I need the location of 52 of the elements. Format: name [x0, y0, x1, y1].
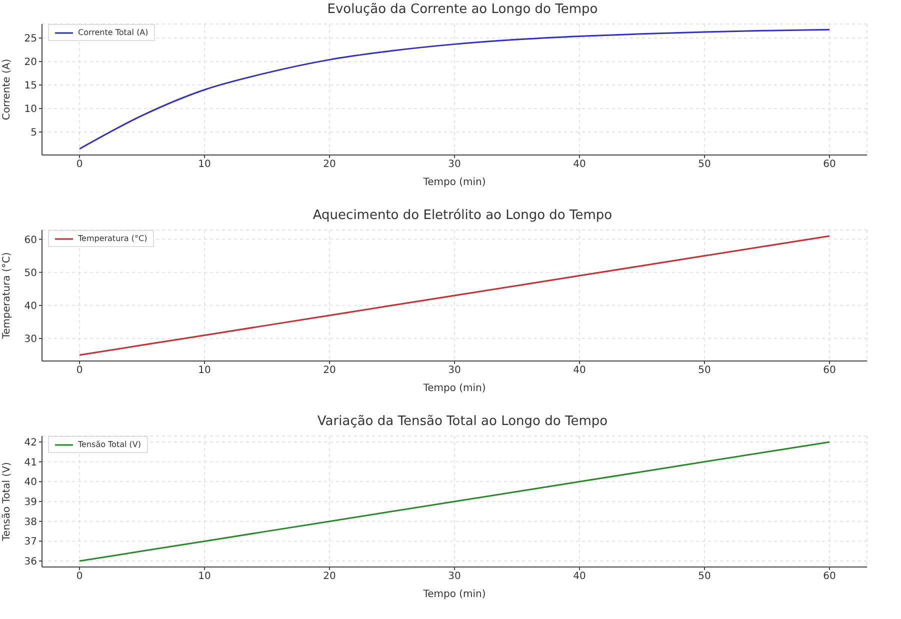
y-tick-label: 50 — [24, 268, 37, 279]
x-tick-label: 0 — [76, 571, 83, 582]
x-tick-label: 0 — [76, 159, 83, 170]
legend-label: Temperatura (°C) — [78, 234, 148, 243]
y-tick-label: 25 — [24, 34, 37, 45]
legend-label: Tensão Total (V) — [78, 440, 141, 449]
y-tick-label: 5 — [30, 128, 37, 139]
x-tick-label: 40 — [573, 159, 586, 170]
y-tick-label: 36 — [24, 556, 37, 568]
y-tick-label: 10 — [24, 104, 37, 116]
y-tick-label: 38 — [24, 516, 37, 528]
x-tick-label: 30 — [448, 159, 461, 170]
x-tick-label: 60 — [823, 159, 836, 170]
y-tick-label: 15 — [24, 80, 37, 92]
y-tick-label: 20 — [24, 57, 37, 68]
x-tick-label: 50 — [698, 159, 711, 170]
y-axis-title: Corrente (A) — [2, 58, 13, 120]
y-axis-title: Tensão Total (V) — [2, 462, 13, 542]
x-tick-label: 30 — [448, 571, 461, 582]
line-series — [78, 28, 830, 150]
x-tick-label: 10 — [198, 159, 211, 170]
chart-title: Evolução da Corrente ao Longo do Tempo — [326, 1, 599, 19]
line-series — [78, 235, 830, 356]
x-tick-label: 40 — [573, 365, 586, 376]
x-tick-label: 20 — [323, 159, 336, 170]
y-tick-label: 37 — [24, 536, 37, 548]
x-tick-label: 20 — [323, 365, 336, 376]
chart-title: Aquecimento do Eletrólito ao Longo do Tempo — [312, 207, 614, 225]
y-tick-label: 42 — [24, 438, 37, 449]
line-series — [78, 441, 830, 562]
x-axis-title: Tempo (min) — [422, 177, 486, 188]
x-tick-label: 10 — [198, 571, 211, 582]
chart-title: Variação da Tensão Total ao Longo do Tempo — [316, 413, 609, 431]
legend-label: Corrente Total (A) — [78, 28, 148, 37]
x-tick-label: 40 — [573, 571, 586, 582]
x-axis-title: Tempo (min) — [422, 383, 486, 394]
x-tick-label: 50 — [698, 365, 711, 376]
x-tick-label: 30 — [448, 365, 461, 376]
x-tick-label: 0 — [76, 365, 83, 376]
y-tick-label: 60 — [24, 234, 37, 246]
y-tick-label: 39 — [24, 497, 37, 508]
y-tick-label: 40 — [24, 300, 37, 312]
y-tick-label: 41 — [24, 457, 37, 468]
x-tick-label: 50 — [698, 571, 711, 582]
y-axis-title: Temperatura (°C) — [2, 252, 13, 340]
y-tick-label: 40 — [24, 477, 37, 488]
x-tick-label: 60 — [823, 365, 836, 376]
y-tick-label: 30 — [24, 334, 37, 346]
x-axis-title: Tempo (min) — [422, 589, 486, 600]
x-tick-label: 10 — [198, 365, 211, 376]
x-tick-label: 20 — [323, 571, 336, 582]
x-tick-label: 60 — [823, 571, 836, 582]
